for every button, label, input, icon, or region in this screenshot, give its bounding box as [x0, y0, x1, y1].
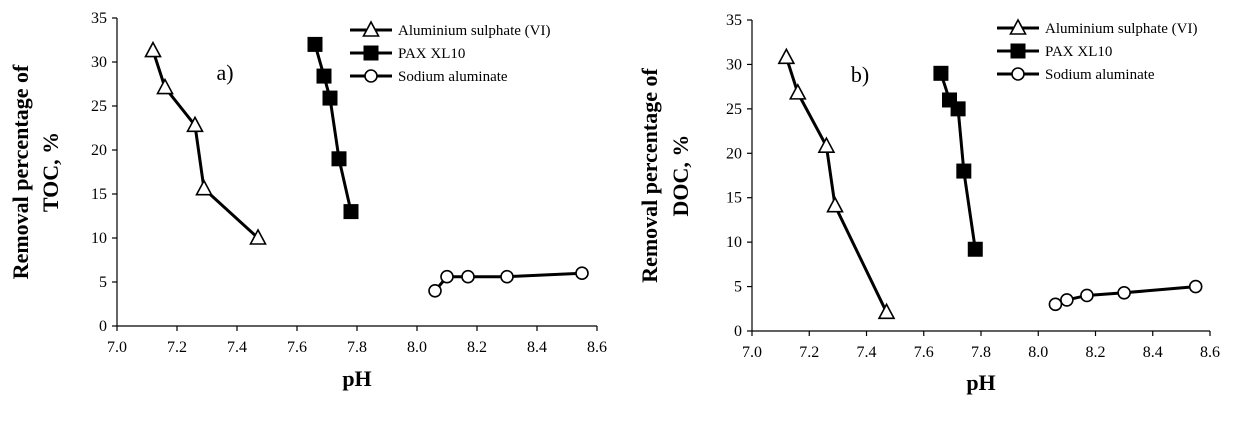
x-tick-label: 7.4: [227, 339, 247, 356]
y-tick-label: 30: [726, 56, 742, 73]
y-axis-title-line1: Removal percentage of: [637, 68, 662, 283]
x-tick-label: 7.0: [107, 339, 127, 356]
series-triangle: [144, 40, 267, 245]
series-square: [307, 36, 359, 220]
data-point-square: [956, 163, 972, 179]
series-line: [151, 50, 260, 240]
y-tick-label: 5: [99, 274, 107, 291]
data-point-square: [331, 151, 347, 167]
data-point-triangle: [877, 302, 896, 320]
data-point-square: [322, 90, 338, 106]
y-tick-label: 5: [734, 279, 742, 296]
x-tick-label: 7.8: [347, 339, 367, 356]
x-tick-label: 8.0: [407, 339, 427, 356]
x-tick-label: 8.4: [1143, 344, 1163, 361]
x-tick-label: 8.4: [527, 339, 547, 356]
legend-label: Sodium aluminate: [1045, 67, 1155, 83]
y-tick-label: 30: [91, 54, 107, 71]
y-tick-label: 0: [99, 318, 107, 335]
data-point-square: [967, 241, 983, 257]
data-point-square: [307, 36, 323, 52]
series-circle: [1048, 279, 1203, 312]
legend-label: Sodium aluminate: [398, 69, 508, 85]
y-tick-label: 25: [726, 101, 742, 118]
panel-label: a): [216, 60, 233, 85]
data-point-circle: [440, 269, 454, 284]
legend-marker-circle: [364, 69, 378, 83]
legend-marker-square: [363, 45, 379, 61]
data-point-circle: [1060, 293, 1074, 307]
x-tick-label: 7.6: [287, 339, 307, 356]
x-tick-label: 7.4: [857, 344, 877, 361]
data-point-square: [316, 68, 332, 84]
data-point-square: [950, 101, 966, 117]
x-tick-label: 8.2: [467, 339, 487, 356]
legend-label: Aluminium sulphate (VI): [398, 23, 550, 39]
x-axis-title: pH: [342, 366, 371, 391]
x-tick-label: 8.6: [587, 339, 607, 356]
data-point-triangle: [156, 77, 174, 95]
data-point-circle: [575, 266, 589, 281]
x-tick-label: 7.0: [742, 344, 762, 361]
data-point-triangle: [186, 115, 204, 133]
y-tick-label: 20: [726, 145, 742, 162]
x-tick-label: 8.6: [1200, 344, 1220, 361]
y-tick-label: 35: [726, 12, 742, 29]
series-circle: [428, 266, 589, 298]
series-triangle: [777, 47, 896, 320]
chart-panel-a: 0 5 10 15 20 25 30 35 7.0 7.2 7.4 7.6 7.8 8.0 8.2 8.4 8.…: [8, 10, 607, 391]
data-point-triangle: [788, 83, 807, 100]
y-tick-label: 10: [91, 230, 107, 247]
series-square: [933, 65, 983, 257]
data-point-triangle: [777, 47, 796, 65]
data-point-circle: [500, 269, 514, 284]
x-tick-label: 8.0: [1028, 344, 1048, 361]
data-point-triangle: [195, 179, 213, 196]
data-point-triangle: [826, 196, 844, 213]
data-point-circle: [1117, 285, 1131, 300]
legend-label: Aluminium sulphate (VI): [1045, 21, 1197, 37]
legend-marker-circle: [1011, 67, 1025, 81]
x-tick-label: 7.2: [167, 339, 187, 356]
y-tick-label: 15: [91, 186, 107, 203]
x-tick-label: 8.2: [1086, 344, 1106, 361]
x-tick-label: 7.6: [914, 344, 934, 361]
data-point-circle: [461, 269, 475, 284]
y-tick-label: 0: [734, 323, 742, 340]
data-point-triangle: [817, 136, 836, 153]
legend: Aluminium sulphate (VI) PAX XL10 Sodium al…: [997, 18, 1197, 83]
y-tick-label: 20: [91, 142, 107, 159]
y-tick-label: 10: [726, 234, 742, 251]
y-axis-title-line1: Removal percentage of: [8, 64, 33, 279]
legend-marker-triangle: [362, 20, 380, 37]
y-tick-label: 25: [91, 98, 107, 115]
y-tick-label: 35: [91, 10, 107, 27]
x-tick-label: 7.8: [971, 344, 991, 361]
data-point-square: [343, 204, 359, 220]
panel-label: b): [851, 62, 869, 87]
chart-panel-b: 0 5 10 15 20 25 30 35 7.0 7.2 7.4 7.6 7.8 8.0 8.2 8.4 8.…: [637, 12, 1220, 395]
x-tick-label: 7.2: [799, 344, 819, 361]
legend-label: PAX XL10: [398, 46, 465, 62]
legend-marker-square: [1010, 43, 1026, 59]
y-tick-label: 15: [726, 190, 742, 207]
data-point-circle: [1080, 288, 1094, 303]
x-axis-title: pH: [966, 370, 995, 395]
y-axis-title-line2: DOC, %: [668, 135, 693, 217]
legend-marker-triangle: [1009, 18, 1027, 35]
data-point-triangle: [144, 40, 162, 58]
data-point-circle: [428, 283, 442, 298]
legend: Aluminium sulphate (VI) PAX XL10 Sodium al…: [350, 20, 550, 85]
data-point-circle: [1188, 279, 1203, 294]
data-point-square: [933, 65, 949, 81]
data-point-circle: [1048, 297, 1063, 312]
data-point-triangle: [249, 228, 267, 245]
y-axis-title-line2: TOC, %: [38, 132, 63, 212]
legend-label: PAX XL10: [1045, 44, 1112, 60]
